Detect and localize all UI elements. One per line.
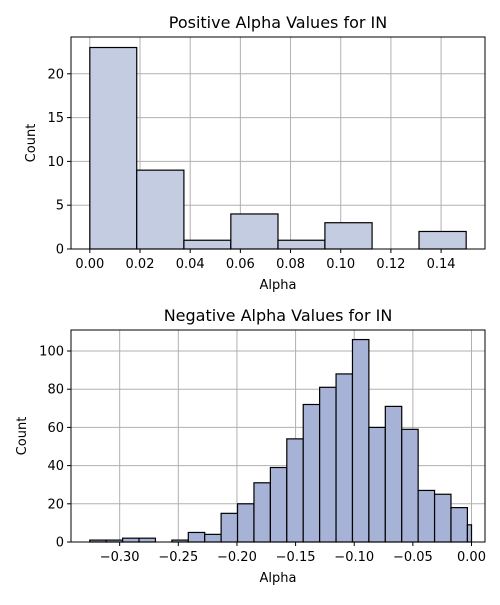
bars (89, 46, 467, 250)
histogram-bar (89, 46, 138, 250)
histogram-bar (418, 230, 467, 250)
histogram-bar (277, 239, 326, 250)
x-axis-label: Alpha (260, 278, 297, 293)
y-tick-label: 100 (39, 345, 64, 360)
histogram-bar (450, 507, 469, 543)
histogram-bar (417, 489, 436, 543)
x-tick-label: 0.12 (376, 257, 405, 272)
y-tick-label: 15 (47, 111, 64, 126)
y-tick-label: 20 (47, 497, 64, 512)
histogram-bar (230, 213, 279, 250)
x-tick-label: 0.02 (126, 257, 155, 272)
plot-frame (70, 329, 486, 543)
histogram-bar (136, 169, 185, 250)
chart-title: Positive Alpha Values for IN (169, 13, 387, 32)
x-tick-label: −0.25 (158, 550, 198, 565)
x-axis-ticks: 0.00 0.02 0.04 0.06 0.08 0.10 0.12 0.14 (75, 249, 456, 272)
x-axis-label: Alpha (260, 571, 297, 586)
histogram-bar (253, 482, 271, 543)
histogram-bar (324, 222, 373, 250)
y-axis-label: Count (15, 417, 30, 456)
x-tick-label: 0.10 (326, 257, 355, 272)
y-tick-label: 20 (47, 67, 64, 82)
x-tick-label: −0.05 (393, 550, 433, 565)
negative-alpha-histogram: −0.30 −0.25 −0.20 −0.15 −0.10 −0.05 0.00 0 20 40… (15, 306, 486, 586)
x-tick-label: 0.00 (457, 550, 486, 565)
histogram-bar (319, 386, 337, 543)
y-tick-label: 80 (47, 383, 64, 398)
y-tick-label: 0 (56, 243, 64, 258)
y-axis-label: Count (24, 124, 39, 163)
histogram-bar (433, 493, 452, 543)
histogram-bar (368, 426, 386, 543)
y-tick-label: 40 (47, 459, 64, 474)
positive-alpha-histogram: 0.00 0.02 0.04 0.06 0.08 0.10 0.12 0.14 0 5 10 15 2… (24, 13, 486, 293)
x-tick-label: 0.06 (226, 257, 255, 272)
y-axis-ticks: 0 20 40 60 80 100 (39, 345, 71, 551)
histogram-bar (401, 428, 419, 543)
bars (89, 338, 473, 543)
plot-frame (70, 36, 486, 250)
histogram-bar (269, 466, 288, 543)
histogram-bar (187, 531, 206, 543)
histogram-bar (220, 512, 239, 543)
y-tick-label: 5 (56, 199, 64, 214)
y-tick-label: 60 (47, 421, 64, 436)
histogram-bar (335, 373, 354, 543)
y-axis-ticks: 0 5 10 15 20 (47, 67, 71, 258)
histogram-bar (466, 524, 473, 543)
y-tick-label: 10 (47, 155, 64, 170)
x-tick-label: −0.15 (276, 550, 316, 565)
histogram-bar (138, 537, 157, 543)
histogram-bar (204, 533, 222, 543)
histogram-bar (183, 239, 232, 250)
histogram-bar (236, 503, 255, 543)
chart-title: Negative Alpha Values for IN (164, 306, 393, 325)
x-tick-label: 0.08 (276, 257, 305, 272)
y-tick-label: 0 (56, 536, 64, 551)
histogram-bar (286, 438, 304, 543)
x-tick-label: 0.14 (427, 257, 456, 272)
x-tick-label: 0.04 (176, 257, 205, 272)
histogram-bar (384, 405, 403, 543)
x-tick-label: −0.30 (100, 550, 140, 565)
x-tick-label: 0.00 (75, 257, 104, 272)
histogram-bar (122, 537, 140, 543)
histogram-bar (351, 338, 370, 543)
histogram-bar (302, 403, 321, 543)
x-tick-label: −0.20 (217, 550, 257, 565)
x-axis-ticks: −0.30 −0.25 −0.20 −0.15 −0.10 −0.05 0.00 (100, 542, 486, 565)
x-tick-label: −0.10 (334, 550, 374, 565)
